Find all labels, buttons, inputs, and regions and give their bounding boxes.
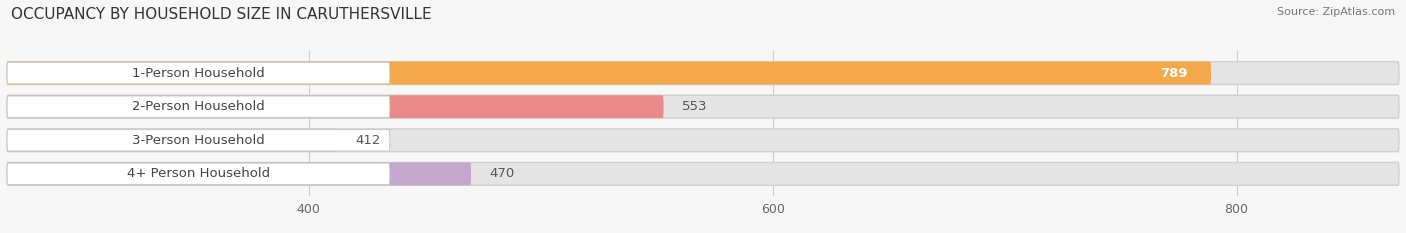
FancyBboxPatch shape [7,163,389,185]
FancyBboxPatch shape [7,129,336,152]
FancyBboxPatch shape [7,129,1399,152]
Text: 789: 789 [1160,67,1188,80]
Text: 2-Person Household: 2-Person Household [132,100,264,113]
Text: OCCUPANCY BY HOUSEHOLD SIZE IN CARUTHERSVILLE: OCCUPANCY BY HOUSEHOLD SIZE IN CARUTHERS… [11,7,432,22]
Text: 4+ Person Household: 4+ Person Household [127,167,270,180]
FancyBboxPatch shape [7,62,1211,85]
FancyBboxPatch shape [7,162,471,185]
Text: 553: 553 [682,100,707,113]
Text: 470: 470 [489,167,515,180]
FancyBboxPatch shape [7,62,389,84]
FancyBboxPatch shape [7,95,1399,118]
FancyBboxPatch shape [7,95,664,118]
Text: 412: 412 [354,134,381,147]
Text: 3-Person Household: 3-Person Household [132,134,264,147]
Text: Source: ZipAtlas.com: Source: ZipAtlas.com [1277,7,1395,17]
FancyBboxPatch shape [7,96,389,117]
FancyBboxPatch shape [7,62,1399,85]
FancyBboxPatch shape [7,162,1399,185]
FancyBboxPatch shape [7,130,389,151]
Text: 1-Person Household: 1-Person Household [132,67,264,80]
